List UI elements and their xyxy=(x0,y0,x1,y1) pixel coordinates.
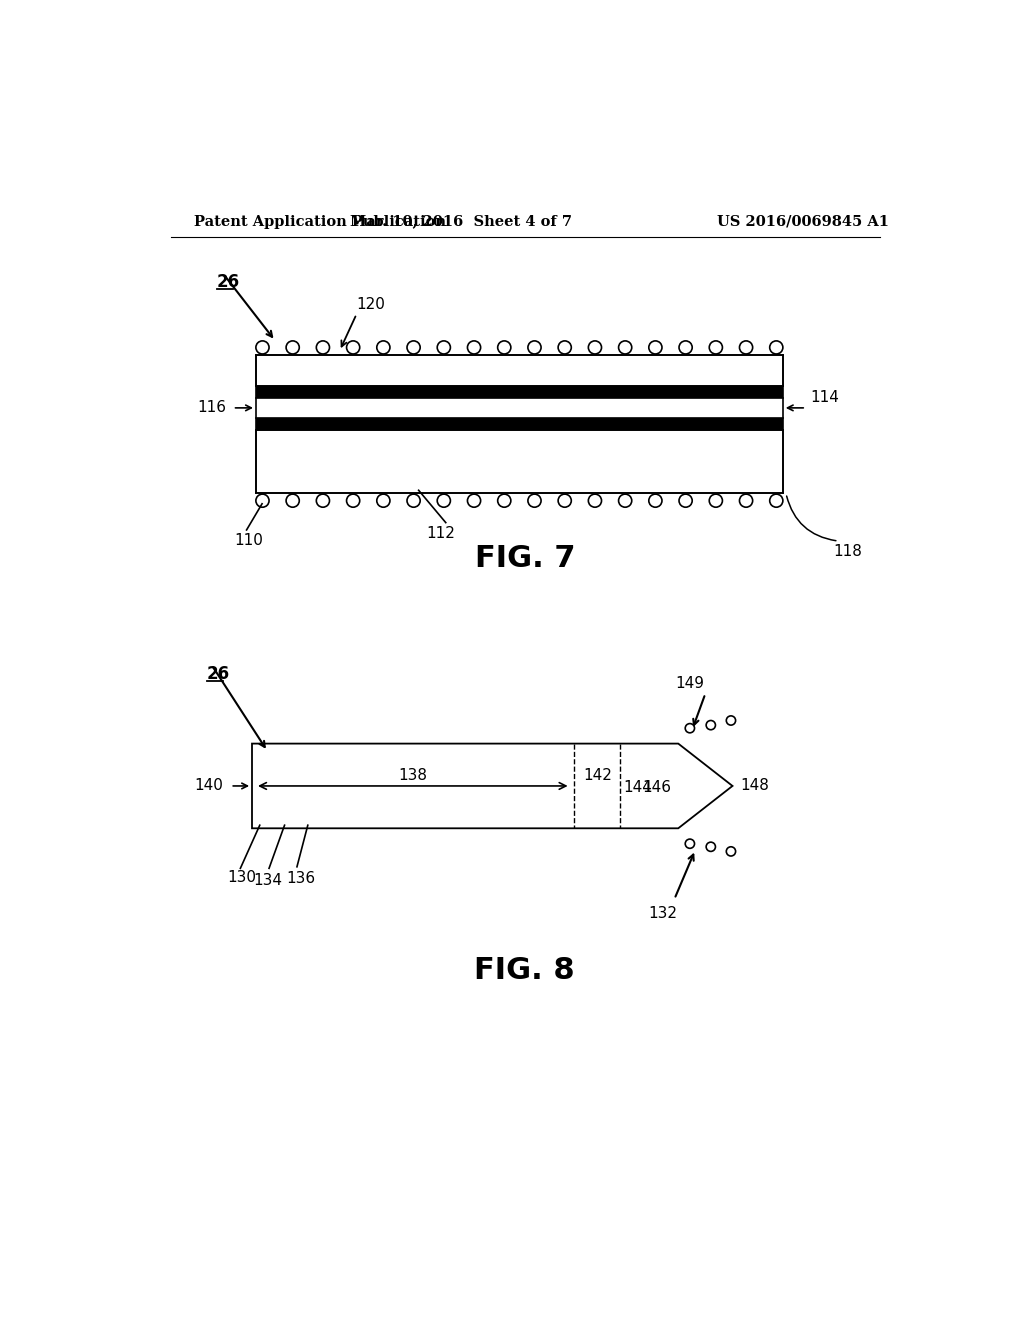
Text: FIG. 7: FIG. 7 xyxy=(474,544,575,573)
Text: 26: 26 xyxy=(207,665,230,684)
Text: 116: 116 xyxy=(198,400,226,416)
Bar xyxy=(256,418,783,430)
Text: 136: 136 xyxy=(286,871,315,886)
Text: US 2016/0069845 A1: US 2016/0069845 A1 xyxy=(717,215,889,228)
Text: 138: 138 xyxy=(398,768,427,783)
Text: 130: 130 xyxy=(227,870,256,886)
Text: 146: 146 xyxy=(642,780,671,795)
Bar xyxy=(256,430,783,494)
Text: 134: 134 xyxy=(254,873,283,888)
Text: 114: 114 xyxy=(810,389,839,405)
Text: 142: 142 xyxy=(583,768,611,783)
Polygon shape xyxy=(252,743,732,829)
Text: Mar. 10, 2016  Sheet 4 of 7: Mar. 10, 2016 Sheet 4 of 7 xyxy=(350,215,572,228)
Text: 148: 148 xyxy=(740,779,769,793)
Bar xyxy=(256,397,783,418)
Bar xyxy=(256,355,783,385)
Bar xyxy=(256,385,783,397)
Text: 140: 140 xyxy=(194,779,223,793)
Text: Patent Application Publication: Patent Application Publication xyxy=(194,215,445,228)
Text: 149: 149 xyxy=(676,676,705,692)
Text: FIG. 8: FIG. 8 xyxy=(474,956,575,985)
Text: 144: 144 xyxy=(624,780,652,795)
Text: 26: 26 xyxy=(217,273,241,290)
Text: 112: 112 xyxy=(426,525,456,541)
Text: 132: 132 xyxy=(648,906,677,920)
Text: 110: 110 xyxy=(234,533,263,548)
Text: 120: 120 xyxy=(356,297,385,313)
Text: 118: 118 xyxy=(834,544,862,560)
